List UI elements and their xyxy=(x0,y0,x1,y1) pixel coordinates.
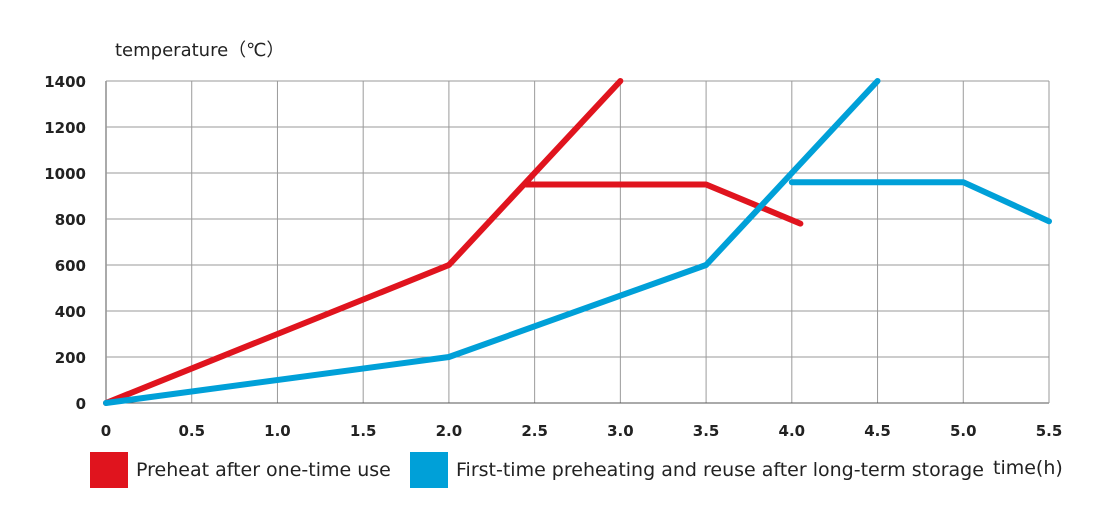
legend-item-series-1: Preheat after one-time use xyxy=(90,452,391,488)
x-tick-label: 5.5 xyxy=(1036,422,1063,440)
y-tick-label: 1200 xyxy=(44,119,86,137)
y-tick-label: 600 xyxy=(55,257,86,275)
grid xyxy=(105,80,1050,404)
legend-swatch-series-2 xyxy=(410,452,448,488)
x-tick-label: 3.0 xyxy=(607,422,634,440)
legend-label-series-2: First-time preheating and reuse after lo… xyxy=(456,459,984,481)
y-tick-label: 400 xyxy=(55,303,86,321)
y-tick-label: 1400 xyxy=(44,73,86,91)
legend-item-series-2: First-time preheating and reuse after lo… xyxy=(410,452,984,488)
y-tick-label: 800 xyxy=(55,211,86,229)
x-tick-label: 4.5 xyxy=(864,422,891,440)
x-tick-label: 3.5 xyxy=(693,422,720,440)
tick-labels: 0 0.5 1.0 1.5 2.0 2.5 3.0 3.5 4.0 4.5 5.0 5.5 0 200 40… xyxy=(44,73,1062,440)
x-tick-label: 2.0 xyxy=(436,422,463,440)
legend-label-series-1: Preheat after one-time use xyxy=(136,459,391,481)
series-1-line-segment-2 xyxy=(523,181,804,227)
y-tick-label: 1000 xyxy=(44,165,86,183)
x-tick-label: 4.0 xyxy=(779,422,806,440)
series-2-line-segment-2 xyxy=(788,179,1052,225)
series-lines xyxy=(103,78,1052,406)
legend-swatch-series-1 xyxy=(90,452,128,488)
y-axis-title: temperature（℃） xyxy=(115,40,285,61)
x-tick-label: 5.0 xyxy=(950,422,977,440)
series-2-line-segment-1 xyxy=(103,78,881,406)
x-axis-title: time(h) xyxy=(993,457,1063,479)
series-1-line-segment-1 xyxy=(103,78,624,406)
x-tick-label: 2.5 xyxy=(521,422,548,440)
x-tick-label: 0.5 xyxy=(178,422,205,440)
y-tick-label: 0 xyxy=(76,395,86,413)
x-tick-label: 1.5 xyxy=(350,422,377,440)
x-tick-label: 1.0 xyxy=(264,422,291,440)
x-tick-label: 0 xyxy=(101,422,111,440)
y-tick-label: 200 xyxy=(55,349,86,367)
